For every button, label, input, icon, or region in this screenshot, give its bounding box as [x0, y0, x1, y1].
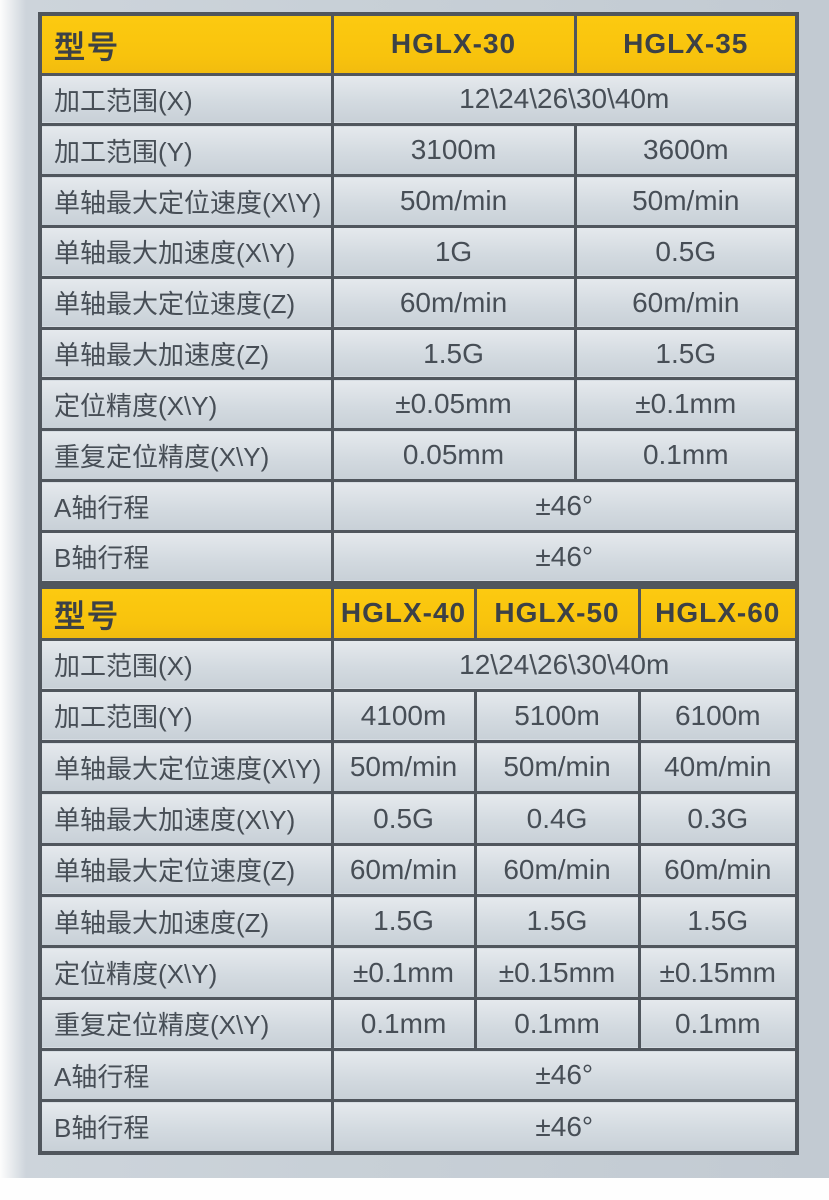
- spec-row: 加工范围(Y) 3100m 3600m: [38, 123, 799, 178]
- spec-row: 单轴最大加速度(Z) 1.5G 1.5G 1.5G: [38, 894, 799, 949]
- spec-value: 0.1mm: [637, 996, 799, 1052]
- spec-label: 单轴最大定位速度(X\Y): [38, 174, 334, 228]
- spec-value: 60m/min: [330, 842, 477, 898]
- spec-label: 加工范围(X): [38, 72, 334, 127]
- spec-value: 1.5G: [573, 326, 799, 381]
- spec-value: 1.5G: [330, 326, 577, 381]
- spec-value: ±0.15mm: [637, 945, 799, 1000]
- spec-value: 60m/min: [330, 275, 577, 330]
- spec-value: 12\24\26\30\40m: [330, 72, 799, 127]
- spec-row: 单轴最大定位速度(X\Y) 50m/min 50m/min: [38, 174, 799, 228]
- spec-value: 0.5G: [573, 224, 799, 279]
- spec-value: 1G: [330, 224, 577, 279]
- spec-row: 单轴最大定位速度(Z) 60m/min 60m/min 60m/min: [38, 842, 799, 898]
- model-name: HGLX-40: [330, 585, 477, 641]
- spec-value: ±46°: [330, 1048, 799, 1103]
- spec-value: 50m/min: [330, 740, 477, 795]
- spec-value: 0.3G: [637, 791, 799, 846]
- spec-label: 单轴最大加速度(Z): [38, 326, 334, 381]
- spec-row: 重复定位精度(X\Y) 0.1mm 0.1mm 0.1mm: [38, 996, 799, 1052]
- spec-label: 重复定位精度(X\Y): [38, 996, 334, 1052]
- spec-value: 0.5G: [330, 791, 477, 846]
- model-header-label: 型号: [38, 585, 334, 641]
- spec-value: 40m/min: [637, 740, 799, 795]
- model-header-row: 型号 HGLX-30 HGLX-35: [38, 12, 799, 76]
- spec-value: 1.5G: [473, 894, 641, 949]
- spec-label: A轴行程: [38, 479, 334, 533]
- spec-label: 定位精度(X\Y): [38, 945, 334, 1000]
- spec-label: B轴行程: [38, 529, 334, 585]
- spec-value: 0.1mm: [330, 996, 477, 1052]
- spec-row: 单轴最大加速度(X\Y) 0.5G 0.4G 0.3G: [38, 791, 799, 846]
- spec-value: 0.05mm: [330, 428, 577, 483]
- page-bottom-strip: [0, 1178, 829, 1200]
- spec-label: A轴行程: [38, 1048, 334, 1103]
- spec-label: 单轴最大加速度(X\Y): [38, 224, 334, 279]
- model-header-row: 型号 HGLX-40 HGLX-50 HGLX-60: [38, 585, 799, 641]
- spec-value: 4100m: [330, 688, 477, 744]
- spec-label: 加工范围(Y): [38, 688, 334, 744]
- spec-value: 50m/min: [330, 174, 577, 228]
- spec-value: ±46°: [330, 1099, 799, 1155]
- spec-value: 50m/min: [573, 174, 799, 228]
- model-name: HGLX-35: [573, 12, 799, 76]
- spec-value: 3100m: [330, 123, 577, 178]
- spec-value: 0.4G: [473, 791, 641, 846]
- model-header-label: 型号: [38, 12, 334, 76]
- spec-value: 50m/min: [473, 740, 641, 795]
- model-name: HGLX-50: [473, 585, 641, 641]
- spec-label: 定位精度(X\Y): [38, 377, 334, 432]
- spec-row: 定位精度(X\Y) ±0.05mm ±0.1mm: [38, 377, 799, 432]
- spec-value: 60m/min: [573, 275, 799, 330]
- spec-label: 单轴最大定位速度(X\Y): [38, 740, 334, 795]
- spec-value: 1.5G: [637, 894, 799, 949]
- spec-row: 单轴最大加速度(Z) 1.5G 1.5G: [38, 326, 799, 381]
- spec-row: 单轴最大加速度(X\Y) 1G 0.5G: [38, 224, 799, 279]
- spec-row: 加工范围(X) 12\24\26\30\40m: [38, 72, 799, 127]
- spec-value: 0.1mm: [573, 428, 799, 483]
- spec-label: 重复定位精度(X\Y): [38, 428, 334, 483]
- spec-value: ±0.05mm: [330, 377, 577, 432]
- spec-row: 单轴最大定位速度(Z) 60m/min 60m/min: [38, 275, 799, 330]
- spec-label: 单轴最大定位速度(Z): [38, 275, 334, 330]
- model-name: HGLX-60: [637, 585, 799, 641]
- spec-value: ±0.1mm: [330, 945, 477, 1000]
- spec-value: 60m/min: [473, 842, 641, 898]
- spec-row: B轴行程 ±46°: [38, 1099, 799, 1155]
- model-name: HGLX-30: [330, 12, 577, 76]
- spec-value: 0.1mm: [473, 996, 641, 1052]
- spec-table-2: 型号 HGLX-40 HGLX-50 HGLX-60 加工范围(X) 12\24\26\3…: [38, 585, 799, 1155]
- spec-row: A轴行程 ±46°: [38, 479, 799, 533]
- spec-row: 加工范围(Y) 4100m 5100m 6100m: [38, 688, 799, 744]
- spec-value: 6100m: [637, 688, 799, 744]
- spec-label: 加工范围(X): [38, 637, 334, 692]
- spec-value: 60m/min: [637, 842, 799, 898]
- spec-sheet: 型号 HGLX-30 HGLX-35 加工范围(X) 12\24\26\30\40m 加工…: [38, 12, 799, 1155]
- spec-row: 单轴最大定位速度(X\Y) 50m/min 50m/min 40m/min: [38, 740, 799, 795]
- spec-value: ±46°: [330, 479, 799, 533]
- spec-row: 定位精度(X\Y) ±0.1mm ±0.15mm ±0.15mm: [38, 945, 799, 1000]
- spec-label: 加工范围(Y): [38, 123, 334, 178]
- spec-row: A轴行程 ±46°: [38, 1048, 799, 1103]
- spec-row: 重复定位精度(X\Y) 0.05mm 0.1mm: [38, 428, 799, 483]
- spec-value: ±46°: [330, 529, 799, 585]
- spec-value: 12\24\26\30\40m: [330, 637, 799, 692]
- spec-label: 单轴最大定位速度(Z): [38, 842, 334, 898]
- spec-row: B轴行程 ±46°: [38, 529, 799, 585]
- spec-value: ±0.1mm: [573, 377, 799, 432]
- spec-row: 加工范围(X) 12\24\26\30\40m: [38, 637, 799, 692]
- spec-value: 5100m: [473, 688, 641, 744]
- spec-table-1: 型号 HGLX-30 HGLX-35 加工范围(X) 12\24\26\30\40m 加工…: [38, 12, 799, 585]
- spec-label: 单轴最大加速度(Z): [38, 894, 334, 949]
- spec-label: B轴行程: [38, 1099, 334, 1155]
- spec-label: 单轴最大加速度(X\Y): [38, 791, 334, 846]
- spec-value: 3600m: [573, 123, 799, 178]
- spec-value: ±0.15mm: [473, 945, 641, 1000]
- spec-value: 1.5G: [330, 894, 477, 949]
